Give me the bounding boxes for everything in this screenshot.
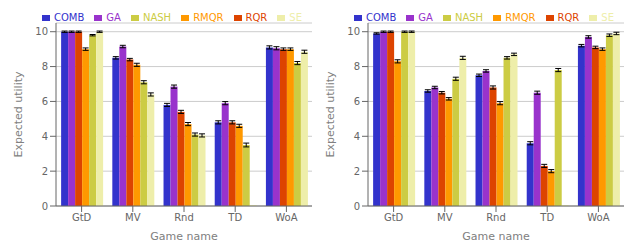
html-text:RQR: RQR: [245, 12, 268, 23]
svg-text:GtD: GtD: [384, 212, 404, 223]
svg-text:MV: MV: [437, 212, 453, 223]
svg-text:6: 6: [354, 96, 360, 107]
html-text:RMQR: RMQR: [505, 12, 536, 23]
html-text:COMB: COMB: [366, 12, 397, 23]
html-text:GA: GA: [106, 12, 121, 23]
svg-text:10: 10: [347, 26, 360, 37]
svg-text:0: 0: [42, 201, 48, 212]
svg-text:Expected utility: Expected utility: [12, 71, 25, 158]
html-text:RMQR: RMQR: [193, 12, 224, 23]
html-text:SE: SE: [289, 12, 302, 23]
svg-text:Rnd: Rnd: [174, 212, 194, 223]
html-text:NASH: NASH: [142, 12, 172, 23]
svg-text:2: 2: [354, 166, 360, 177]
html-text:RQR: RQR: [557, 12, 580, 23]
svg-text:4: 4: [42, 131, 48, 142]
html-text:SE: SE: [601, 12, 614, 23]
svg-text:2: 2: [42, 166, 48, 177]
svg-text:Game name: Game name: [462, 230, 530, 243]
svg-text:TD: TD: [227, 212, 242, 223]
svg-text:WoA: WoA: [587, 212, 609, 223]
svg-text:0: 0: [354, 201, 360, 212]
svg-text:GtD: GtD: [72, 212, 92, 223]
svg-text:MV: MV: [125, 212, 141, 223]
svg-text:TD: TD: [539, 212, 554, 223]
svg-text:WoA: WoA: [275, 212, 297, 223]
svg-text:Game name: Game name: [150, 230, 218, 243]
html-text:NASH: NASH: [454, 12, 484, 23]
svg-text:Expected utility: Expected utility: [324, 71, 337, 158]
svg-text:10: 10: [35, 26, 48, 37]
svg-text:8: 8: [354, 61, 360, 72]
svg-text:8: 8: [42, 61, 48, 72]
html-text:COMB: COMB: [54, 12, 85, 23]
svg-text:6: 6: [42, 96, 48, 107]
svg-text:4: 4: [354, 131, 360, 142]
svg-text:Rnd: Rnd: [486, 212, 506, 223]
html-text:GA: GA: [418, 12, 433, 23]
